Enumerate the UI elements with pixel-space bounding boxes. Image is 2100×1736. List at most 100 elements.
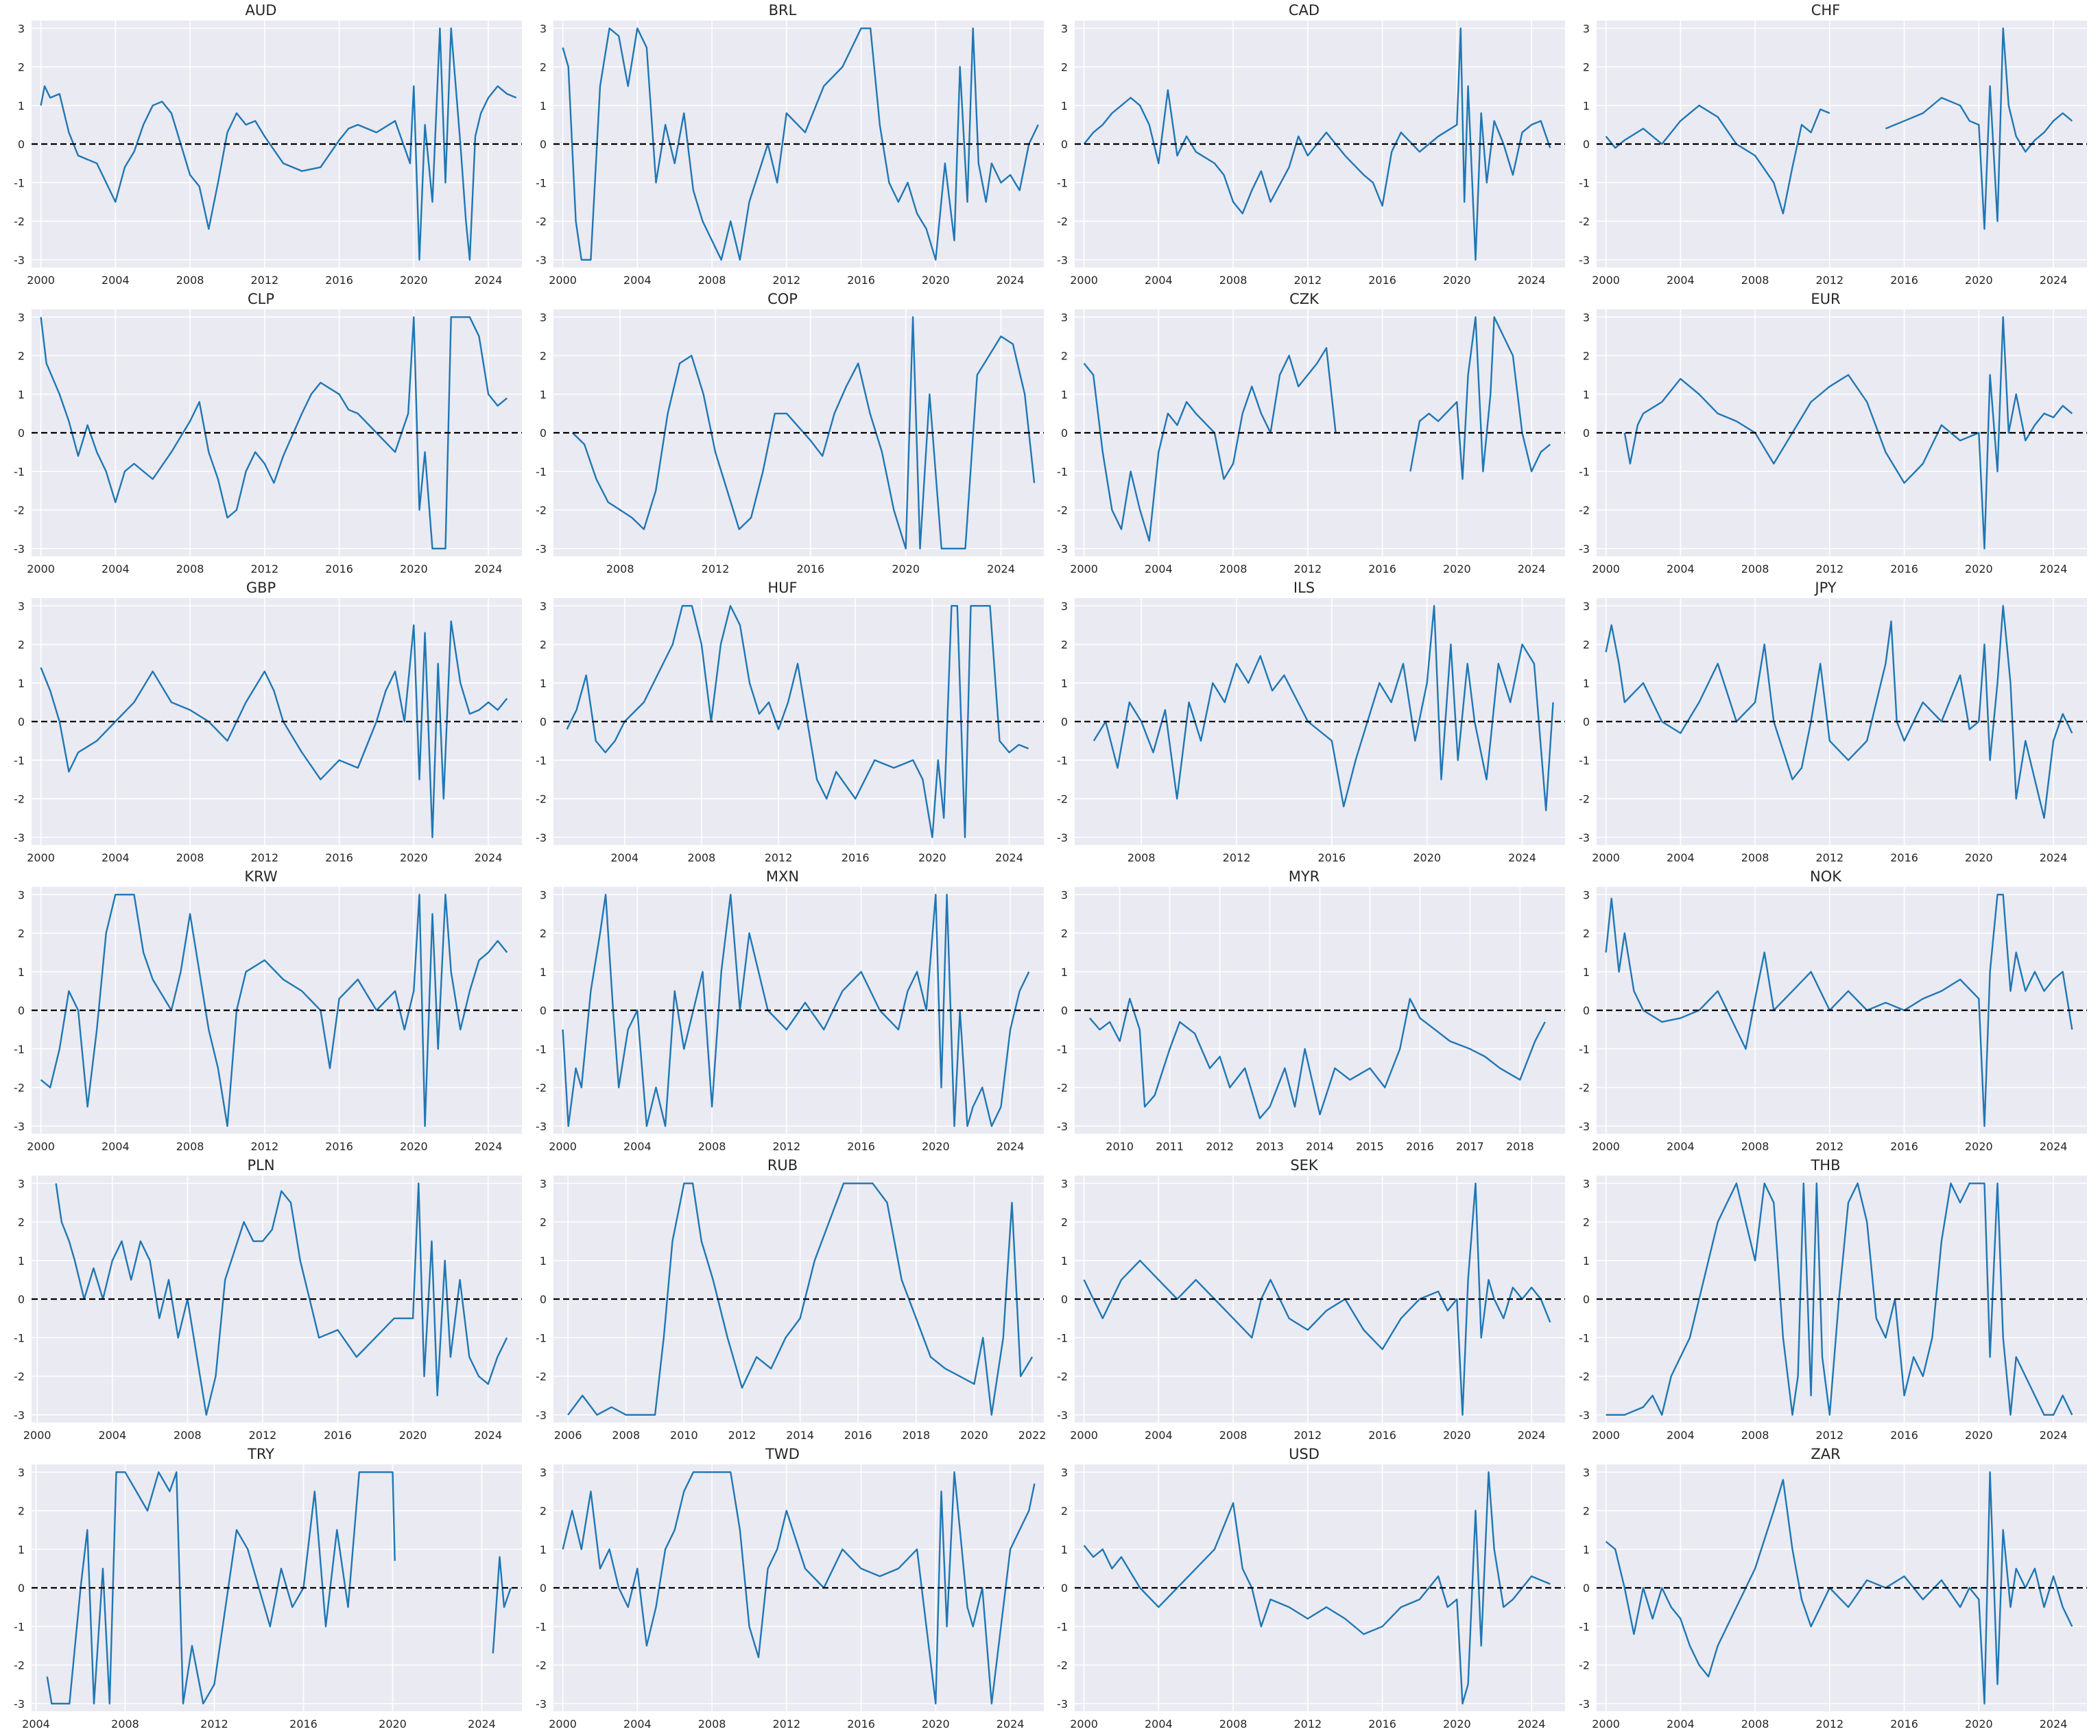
y-tick-label: 0: [539, 138, 546, 151]
x-tick-label: 2012: [250, 1140, 278, 1153]
chart-panel-nok: NOK 2000 2004 2008 2012 2016 2020 2024 -3 -2 -1 0 1 2…: [1565, 866, 2087, 1154]
x-tick-label: 2016: [325, 1140, 353, 1153]
x-tick-label: 2014: [1306, 1140, 1334, 1153]
x-tick-label: 2024: [475, 851, 503, 864]
x-tick-label: 2016: [796, 562, 824, 575]
chart-svg: 2000 2004 2008 2012 2016 2020 2024 -3 -2 -1 0 1 2 3: [536, 887, 1044, 1153]
chart-title: CHF: [1811, 2, 1841, 19]
x-tick-label: 2012: [1815, 1140, 1844, 1153]
y-tick-label: 3: [539, 1466, 546, 1479]
x-tick-label: 2020: [892, 562, 920, 575]
y-tick-label: 1: [539, 99, 546, 112]
y-tick-label: 1: [1061, 388, 1068, 401]
x-tick-label: 2020: [399, 1429, 427, 1442]
y-tick-label: -1: [536, 1331, 547, 1344]
y-tick-label: -2: [1579, 1659, 1590, 1672]
x-tick-label: 2024: [468, 1717, 496, 1731]
y-tick-label: -3: [1579, 543, 1590, 556]
chart-svg: 2004 2008 2012 2016 2020 2024 -3 -2 -1 0 1 2 3: [14, 1464, 522, 1731]
x-tick-label: 2008: [1219, 1429, 1248, 1442]
x-tick-label: 2016: [1890, 1140, 1918, 1153]
series-line: [571, 316, 1035, 549]
x-tick-label: 2020: [1413, 851, 1441, 864]
y-tick-label: -2: [1057, 1370, 1068, 1383]
y-tick-label: -1: [1579, 1043, 1590, 1056]
y-tick-label: 0: [539, 1004, 546, 1017]
y-tick-label: 0: [1582, 715, 1589, 728]
x-tick-label: 2016: [325, 274, 353, 287]
x-tick-label: 2012: [728, 1429, 756, 1442]
x-tick-label: 2016: [847, 274, 875, 287]
x-tick-label: 2024: [1518, 1429, 1546, 1442]
chart-title: CZK: [1289, 291, 1319, 307]
x-tick-label: 2008: [111, 1717, 139, 1731]
x-tick-label: 2016: [1368, 1429, 1396, 1442]
y-tick-label: 2: [539, 639, 546, 652]
chart-svg: 2000 2004 2008 2012 2016 2020 2024 -3 -2 -1 0 1 2 3: [14, 21, 522, 287]
y-tick-label: -3: [1579, 1120, 1590, 1133]
y-tick-label: 3: [539, 311, 546, 324]
chart-title: USD: [1289, 1446, 1320, 1462]
y-tick-label: -2: [536, 504, 547, 517]
series-line: [55, 1182, 508, 1416]
y-tick-label: -2: [1579, 504, 1590, 517]
x-tick-label: 2012: [200, 1717, 228, 1731]
y-tick-label: 3: [1061, 311, 1068, 324]
series-line: [566, 1182, 1033, 1416]
x-tick-label: 2004: [623, 1717, 651, 1731]
x-tick-label: 2008: [606, 562, 634, 575]
series-line: [566, 605, 1029, 838]
series-line: [1088, 997, 1546, 1119]
x-tick-label: 2012: [772, 1717, 800, 1731]
x-tick-label: 2016: [841, 851, 869, 864]
x-tick-label: 2004: [102, 1140, 130, 1153]
x-tick-label: 2016: [1368, 562, 1396, 575]
x-tick-label: 2000: [549, 1140, 577, 1153]
x-tick-label: 2004: [1145, 274, 1173, 287]
y-tick-label: 2: [539, 61, 546, 74]
y-tick-label: 1: [539, 1543, 546, 1556]
y-tick-label: 0: [539, 1293, 546, 1306]
x-tick-label: 2016: [324, 1429, 352, 1442]
x-tick-label: 2000: [1592, 1140, 1620, 1153]
x-tick-label: 2016: [1890, 562, 1918, 575]
x-tick-label: 2020: [1443, 562, 1471, 575]
y-tick-label: 0: [1582, 1582, 1589, 1595]
y-tick-label: -1: [1057, 465, 1068, 478]
chart-svg: 2010 2011 2012 2013 2014 2015 2016 2017 2018-3-2…: [1057, 887, 1565, 1153]
x-tick-label: 2018: [1506, 1140, 1534, 1153]
y-tick-label: 1: [539, 388, 546, 401]
chart-svg: 2000 2004 2008 2012 2016 2020 2024 -3 -2 -1 0 1 2 3: [1057, 309, 1565, 575]
chart-panel-mxn: MXN 2000 2004 2008 2012 2016 2020 2024 -3 -2 -1 0 1 2…: [522, 866, 1044, 1154]
y-tick-label: 1: [1061, 677, 1068, 690]
y-tick-label: -2: [1057, 1082, 1068, 1095]
y-tick-label: 3: [18, 888, 25, 901]
x-tick-label: 2015: [1356, 1140, 1384, 1153]
chart-panel-rub: RUB 2006 2008 2010 2012 2014 2016 2018 2020 2022 -…: [522, 1155, 1046, 1443]
x-tick-label: 2012: [764, 851, 792, 864]
y-tick-label: -1: [14, 1043, 25, 1056]
x-tick-label: 2000: [1070, 562, 1098, 575]
chart-svg: 2000 2004 2008 2012 2016 2020 2024 -3 -2 -1 0 1 2 3: [1579, 1176, 2087, 1442]
y-tick-label: -1: [1579, 754, 1590, 767]
x-tick-label: 2012: [1815, 562, 1844, 575]
y-tick-label: -2: [536, 1370, 547, 1383]
chart-panel-usd: USD 2000 2004 2008 2012 2016 2020 2024 -3 -2 -1 0 1 2…: [1043, 1444, 1565, 1732]
y-tick-label: -2: [1579, 215, 1590, 228]
x-tick-label: 2016: [1317, 851, 1346, 864]
x-tick-label: 2008: [687, 851, 715, 864]
y-tick-label: -1: [14, 1620, 25, 1633]
y-tick-label: 3: [18, 1177, 25, 1190]
chart-title: PLN: [247, 1157, 275, 1174]
chart-title: ILS: [1293, 580, 1315, 596]
x-tick-label: 2004: [1145, 1717, 1173, 1731]
chart-panel-thb: THB 2000 2004 2008 2012 2016 2020 2024 -3 -2 -1 0 1 2…: [1565, 1155, 2087, 1443]
y-tick-label: 2: [1061, 1216, 1068, 1229]
series-line: [1606, 1182, 2073, 1416]
x-tick-label: 2000: [1070, 1717, 1098, 1731]
y-tick-label: 0: [539, 1582, 546, 1595]
chart-svg: 2006 2008 2010 2012 2014 2016 2018 2020 2022 -3 -2…: [536, 1176, 1046, 1442]
y-tick-label: 0: [18, 1582, 25, 1595]
y-tick-label: -3: [14, 831, 25, 844]
